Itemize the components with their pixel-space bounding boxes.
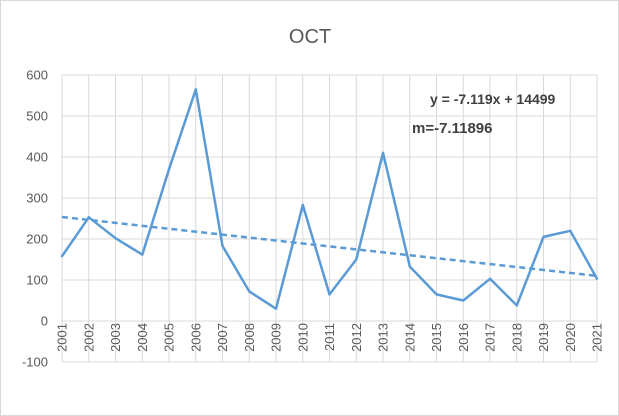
data-point: [87, 216, 90, 219]
data-point: [488, 277, 492, 280]
x-tick-label: 2004: [135, 323, 150, 352]
x-tick-label: 2001: [55, 323, 70, 352]
x-tick-label: 2016: [456, 323, 471, 352]
x-tick-label: 2011: [322, 323, 337, 351]
data-point: [355, 258, 358, 261]
x-tick-label: 2006: [188, 323, 203, 352]
y-tick-label: 400: [26, 150, 48, 165]
x-tick-label: 2003: [108, 323, 123, 352]
data-point: [435, 293, 438, 296]
data-point: [595, 277, 599, 280]
y-axis: -100 0 100 200 300 400 500 600: [22, 68, 48, 370]
data-point: [542, 235, 545, 239]
y-tick-label: 600: [26, 68, 48, 83]
y-tick-label: 100: [26, 273, 48, 288]
y-tick-label: 200: [26, 232, 48, 247]
data-point: [221, 244, 224, 248]
chart-title: OCT: [289, 26, 331, 48]
grid: [61, 74, 598, 363]
x-tick-label: 2018: [509, 323, 524, 352]
y-tick-label: -100: [22, 355, 48, 370]
slope-label: m=-7.11896: [412, 120, 493, 137]
x-tick-label: 2012: [349, 323, 364, 352]
x-tick-label: 2014: [402, 323, 417, 352]
x-tick-label: 2015: [429, 323, 444, 352]
data-point: [248, 290, 251, 293]
x-tick-label: 2009: [269, 323, 284, 352]
x-tick-label: 2019: [536, 323, 551, 352]
data-point: [274, 307, 278, 310]
y-tick-label: 300: [26, 191, 48, 206]
x-tick-label: 2010: [295, 323, 310, 352]
x-axis: 2001 2002 2003 2004 2005 2006 2007 2008 2009 2010…: [55, 323, 605, 352]
data-point: [408, 265, 411, 268]
data-point: [194, 88, 197, 91]
x-tick-label: 2017: [483, 323, 498, 352]
data-point: [569, 229, 572, 232]
data-point: [381, 151, 385, 155]
x-tick-label: 2013: [376, 323, 391, 352]
data-point: [60, 255, 64, 258]
data-point: [141, 253, 144, 256]
x-tick-label: 2008: [242, 323, 257, 352]
data-point: [462, 299, 465, 302]
data-point: [328, 293, 331, 296]
series-layer: [60, 88, 599, 310]
x-tick-label: 2021: [590, 323, 605, 352]
data-point: [301, 203, 304, 207]
data-point: [515, 304, 518, 307]
x-tick-label: 2005: [162, 323, 177, 352]
y-tick-label: 0: [41, 314, 48, 329]
data-point: [114, 236, 117, 240]
y-tick-label: 500: [26, 109, 48, 124]
x-tick-label: 2020: [563, 323, 578, 352]
x-tick-label: 2002: [81, 323, 96, 352]
data-point: [167, 168, 171, 171]
trendline-equation: y = -7.119x + 14499: [430, 91, 556, 107]
x-tick-label: 2007: [215, 323, 230, 352]
